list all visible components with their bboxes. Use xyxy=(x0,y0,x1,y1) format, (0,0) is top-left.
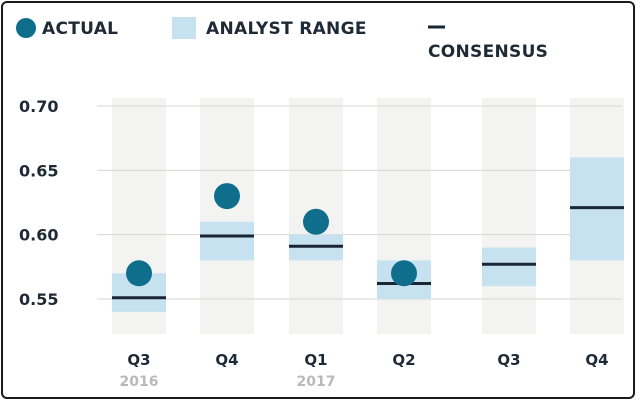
actual-dot xyxy=(126,260,152,287)
legend-consensus-label: CONSENSUS xyxy=(428,42,548,62)
x-category-label: Q2 xyxy=(392,351,415,369)
plot-area xyxy=(97,98,624,334)
y-tick-label: 0.55 xyxy=(19,290,58,309)
legend: ACTUAL ANALYST RANGE CONSENSUS xyxy=(16,17,548,62)
y-tick-label: 0.70 xyxy=(19,97,58,116)
legend-actual-swatch xyxy=(16,18,36,38)
y-tick-label: 0.65 xyxy=(19,161,58,180)
y-axis: 0.70 0.65 0.60 0.55 xyxy=(19,97,58,309)
analyst-range-box xyxy=(200,221,254,261)
x-category-label: Q4 xyxy=(585,351,608,369)
x-category-label: Q4 xyxy=(215,351,238,369)
x-category-label: Q1 xyxy=(304,351,327,369)
legend-actual-label: ACTUAL xyxy=(42,19,118,39)
analyst-range-box xyxy=(482,247,536,287)
actual-dot xyxy=(214,183,240,210)
actual-dot xyxy=(391,260,417,287)
column-background xyxy=(482,98,536,334)
column-background xyxy=(200,98,254,334)
x-axis: Q3 2016 Q4 Q1 2017 Q2 Q3 Q4 xyxy=(120,351,609,390)
x-category-label: Q3 xyxy=(127,351,150,369)
legend-range-swatch xyxy=(172,17,196,39)
legend-range-label: ANALYST RANGE xyxy=(206,19,367,39)
x-year-label: 2017 xyxy=(297,374,336,390)
y-tick-label: 0.60 xyxy=(19,226,58,245)
x-year-label: 2016 xyxy=(120,374,159,390)
actual-dot xyxy=(303,208,329,235)
x-category-label: Q3 xyxy=(497,351,520,369)
